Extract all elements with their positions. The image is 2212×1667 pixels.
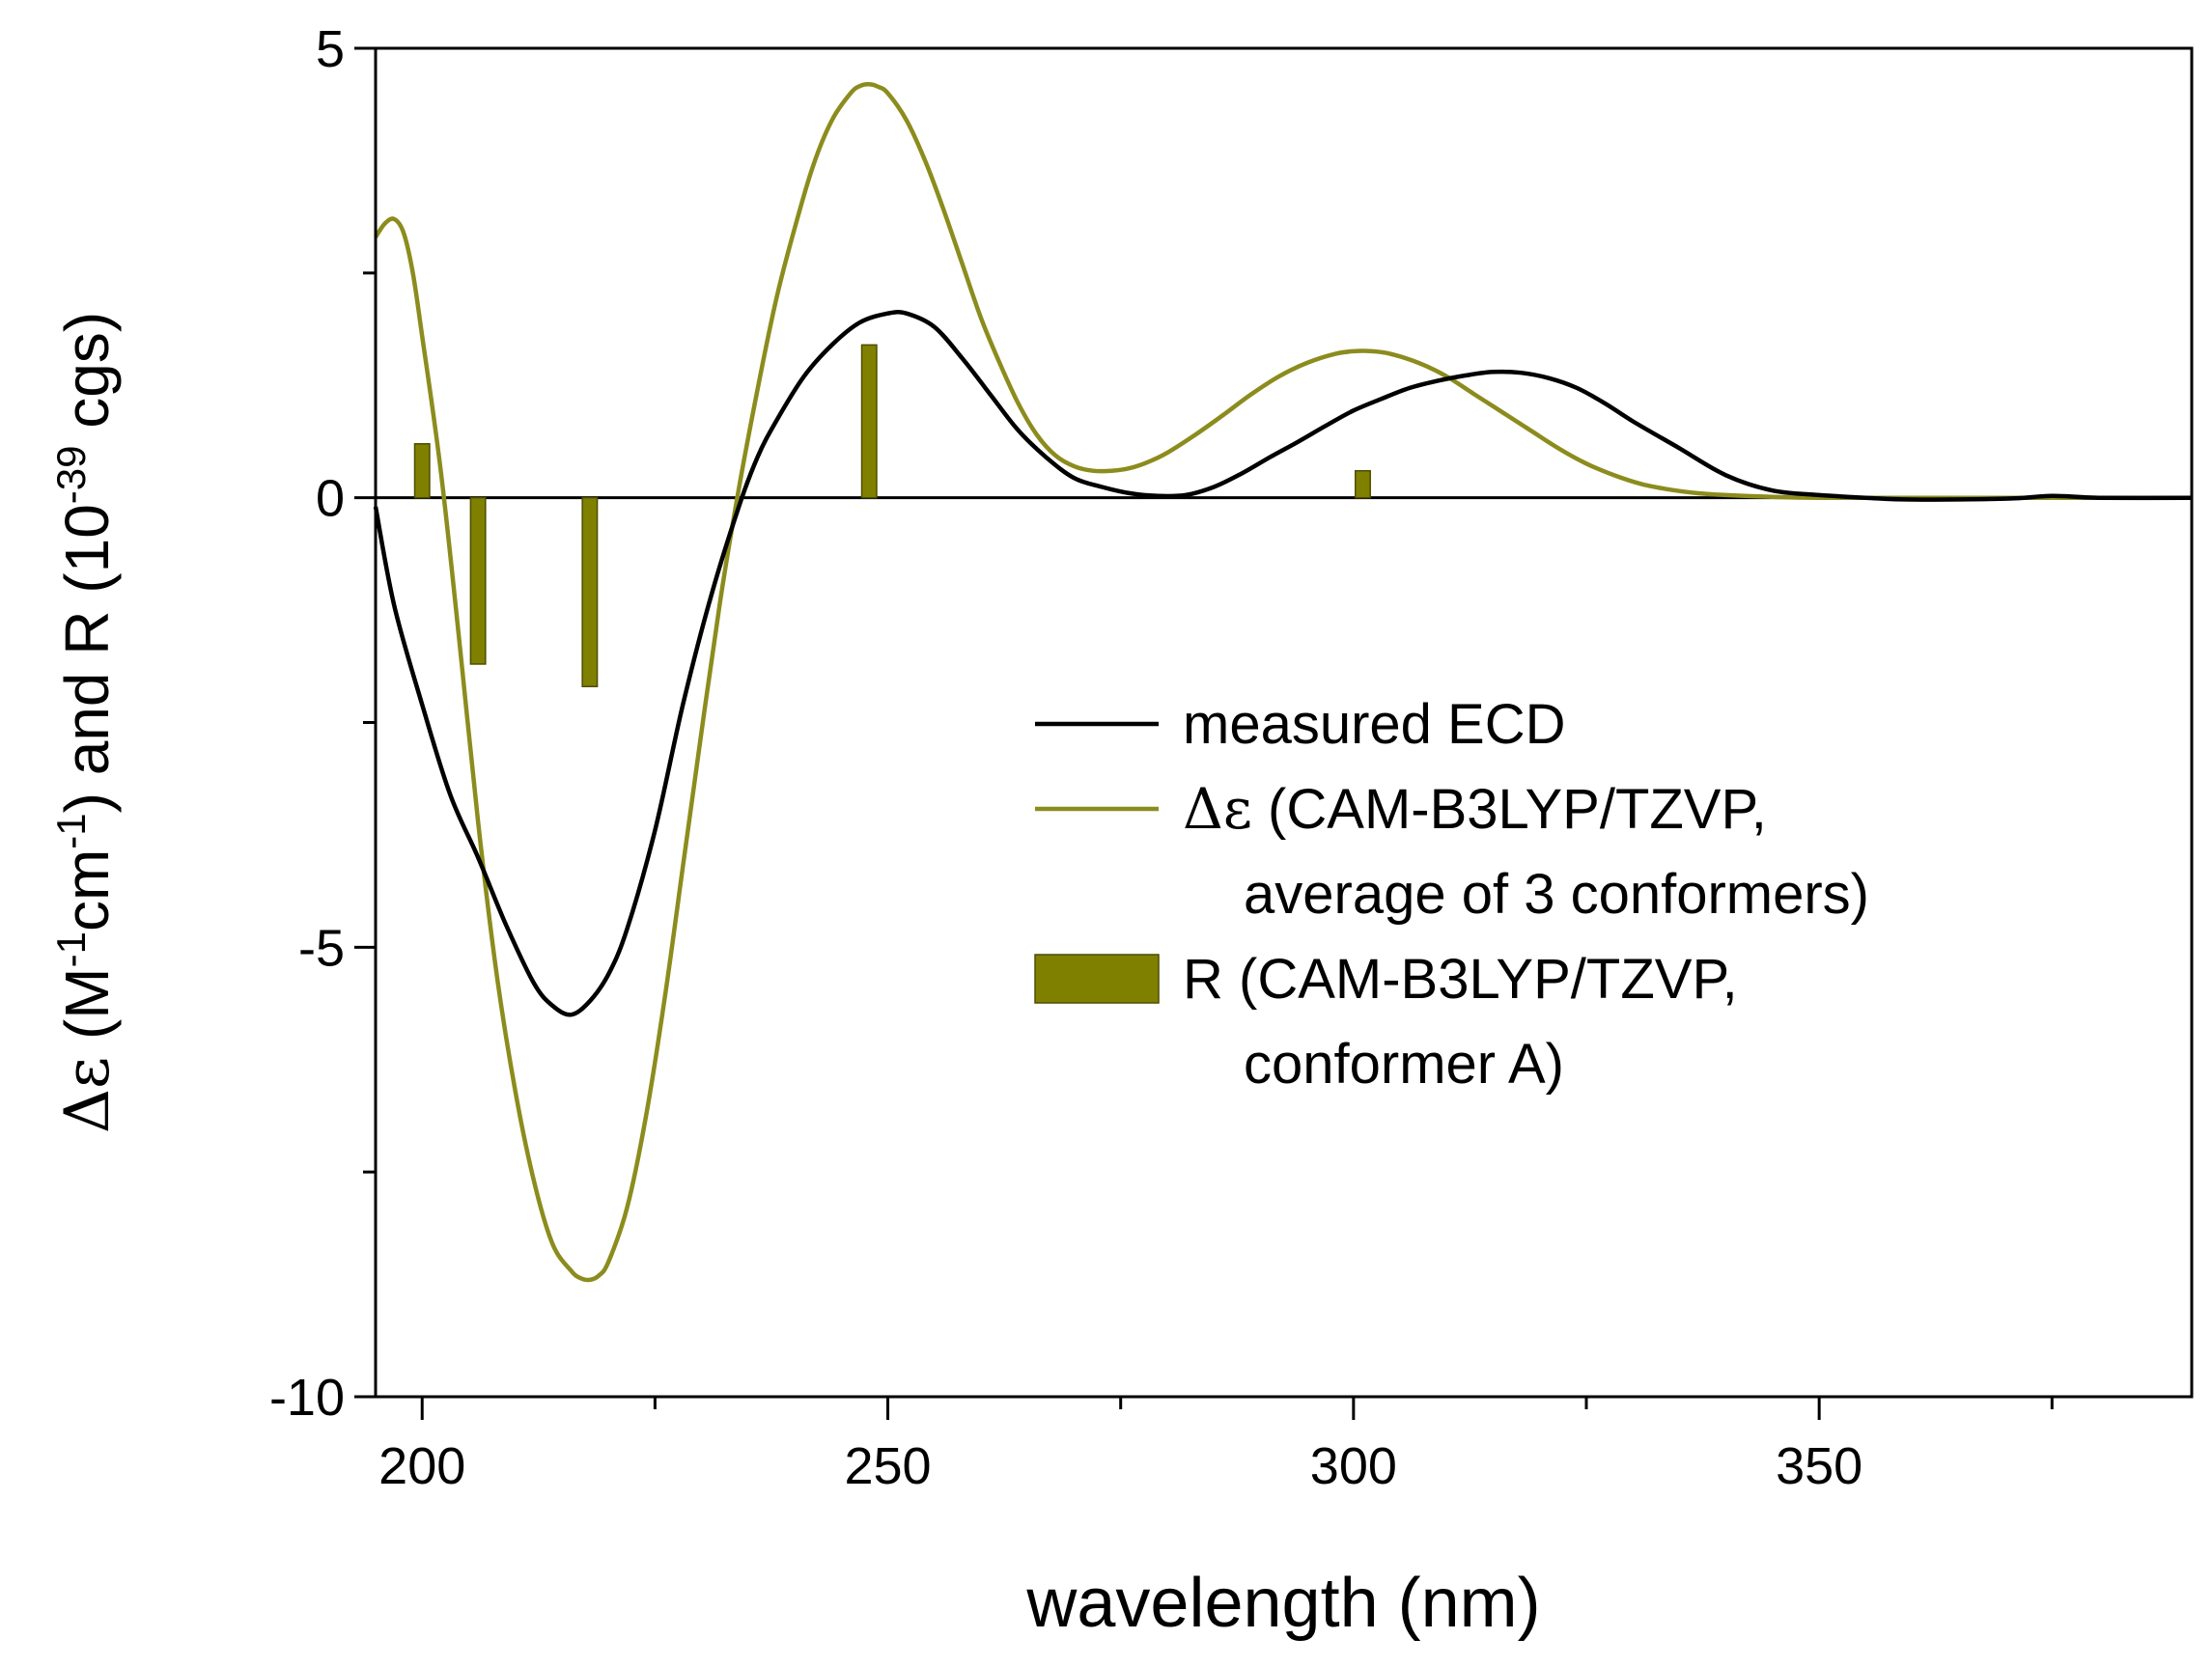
x-tick-label-200: 200 [378, 1437, 465, 1495]
legend-label-bars-0: R (CAM-B3LYP/TZVP, [1183, 948, 1738, 1011]
y-axis-sup2: -1 [48, 813, 94, 848]
y-axis-delta-epsilon: Δε [52, 1057, 124, 1133]
r-bar-218nm [581, 496, 599, 687]
y-axis-title: Δε (M-1cm-1) and R (10-39 cgs) [48, 312, 124, 1133]
computed-delta-epsilon-line [374, 82, 2192, 1283]
r-bar-206nm [469, 496, 487, 665]
y-axis-part1: (M [52, 967, 122, 1056]
legend-swatch-bars [1034, 954, 1160, 1004]
legend-delta-epsilon: Δε [1183, 776, 1252, 842]
y-tick-label--10: -10 [269, 1369, 345, 1427]
y-axis-sup1: -1 [48, 931, 94, 967]
x-tick-label-300: 300 [1310, 1437, 1397, 1495]
y-axis-part3: ) and R (10 [52, 504, 122, 813]
axis-ticks: 200 250 300 350 -10 -5 0 5 [269, 20, 2054, 1495]
x-tick-label-350: 350 [1776, 1437, 1862, 1495]
y-axis-part2: cm [52, 849, 122, 931]
legend: measured ECD Δε (CAM-B3LYP/TZVP, average o… [1034, 693, 1869, 1096]
legend-delta-epsilon-rest: (CAM-B3LYP/TZVP, [1252, 778, 1767, 841]
legend-label-bars-1: conformer A) [1244, 1033, 1564, 1096]
curves [373, 82, 2193, 1283]
x-tick-label-250: 250 [844, 1437, 931, 1495]
y-tick-label--5: -5 [298, 919, 345, 977]
legend-label-computed-0: Δε (CAM-B3LYP/TZVP, [1183, 776, 1767, 842]
legend-label-computed-1: average of 3 conformers) [1244, 863, 1869, 926]
r-bar-248nm [860, 344, 878, 499]
y-tick-label-0: 0 [316, 470, 345, 528]
legend-label-measured-0: measured ECD [1183, 693, 1565, 756]
measured-ecd-line [373, 310, 2193, 1017]
y-axis-sup3: -39 [48, 446, 94, 505]
r-bar-200nm [413, 443, 431, 499]
y-tick-label-5: 5 [316, 20, 345, 78]
r-bar-301nm [1355, 469, 1371, 499]
x-axis-title: wavelength (nm) [1025, 1565, 1540, 1642]
y-axis-part4: cgs) [52, 312, 122, 446]
rotatory-strength-bars [413, 344, 1371, 687]
